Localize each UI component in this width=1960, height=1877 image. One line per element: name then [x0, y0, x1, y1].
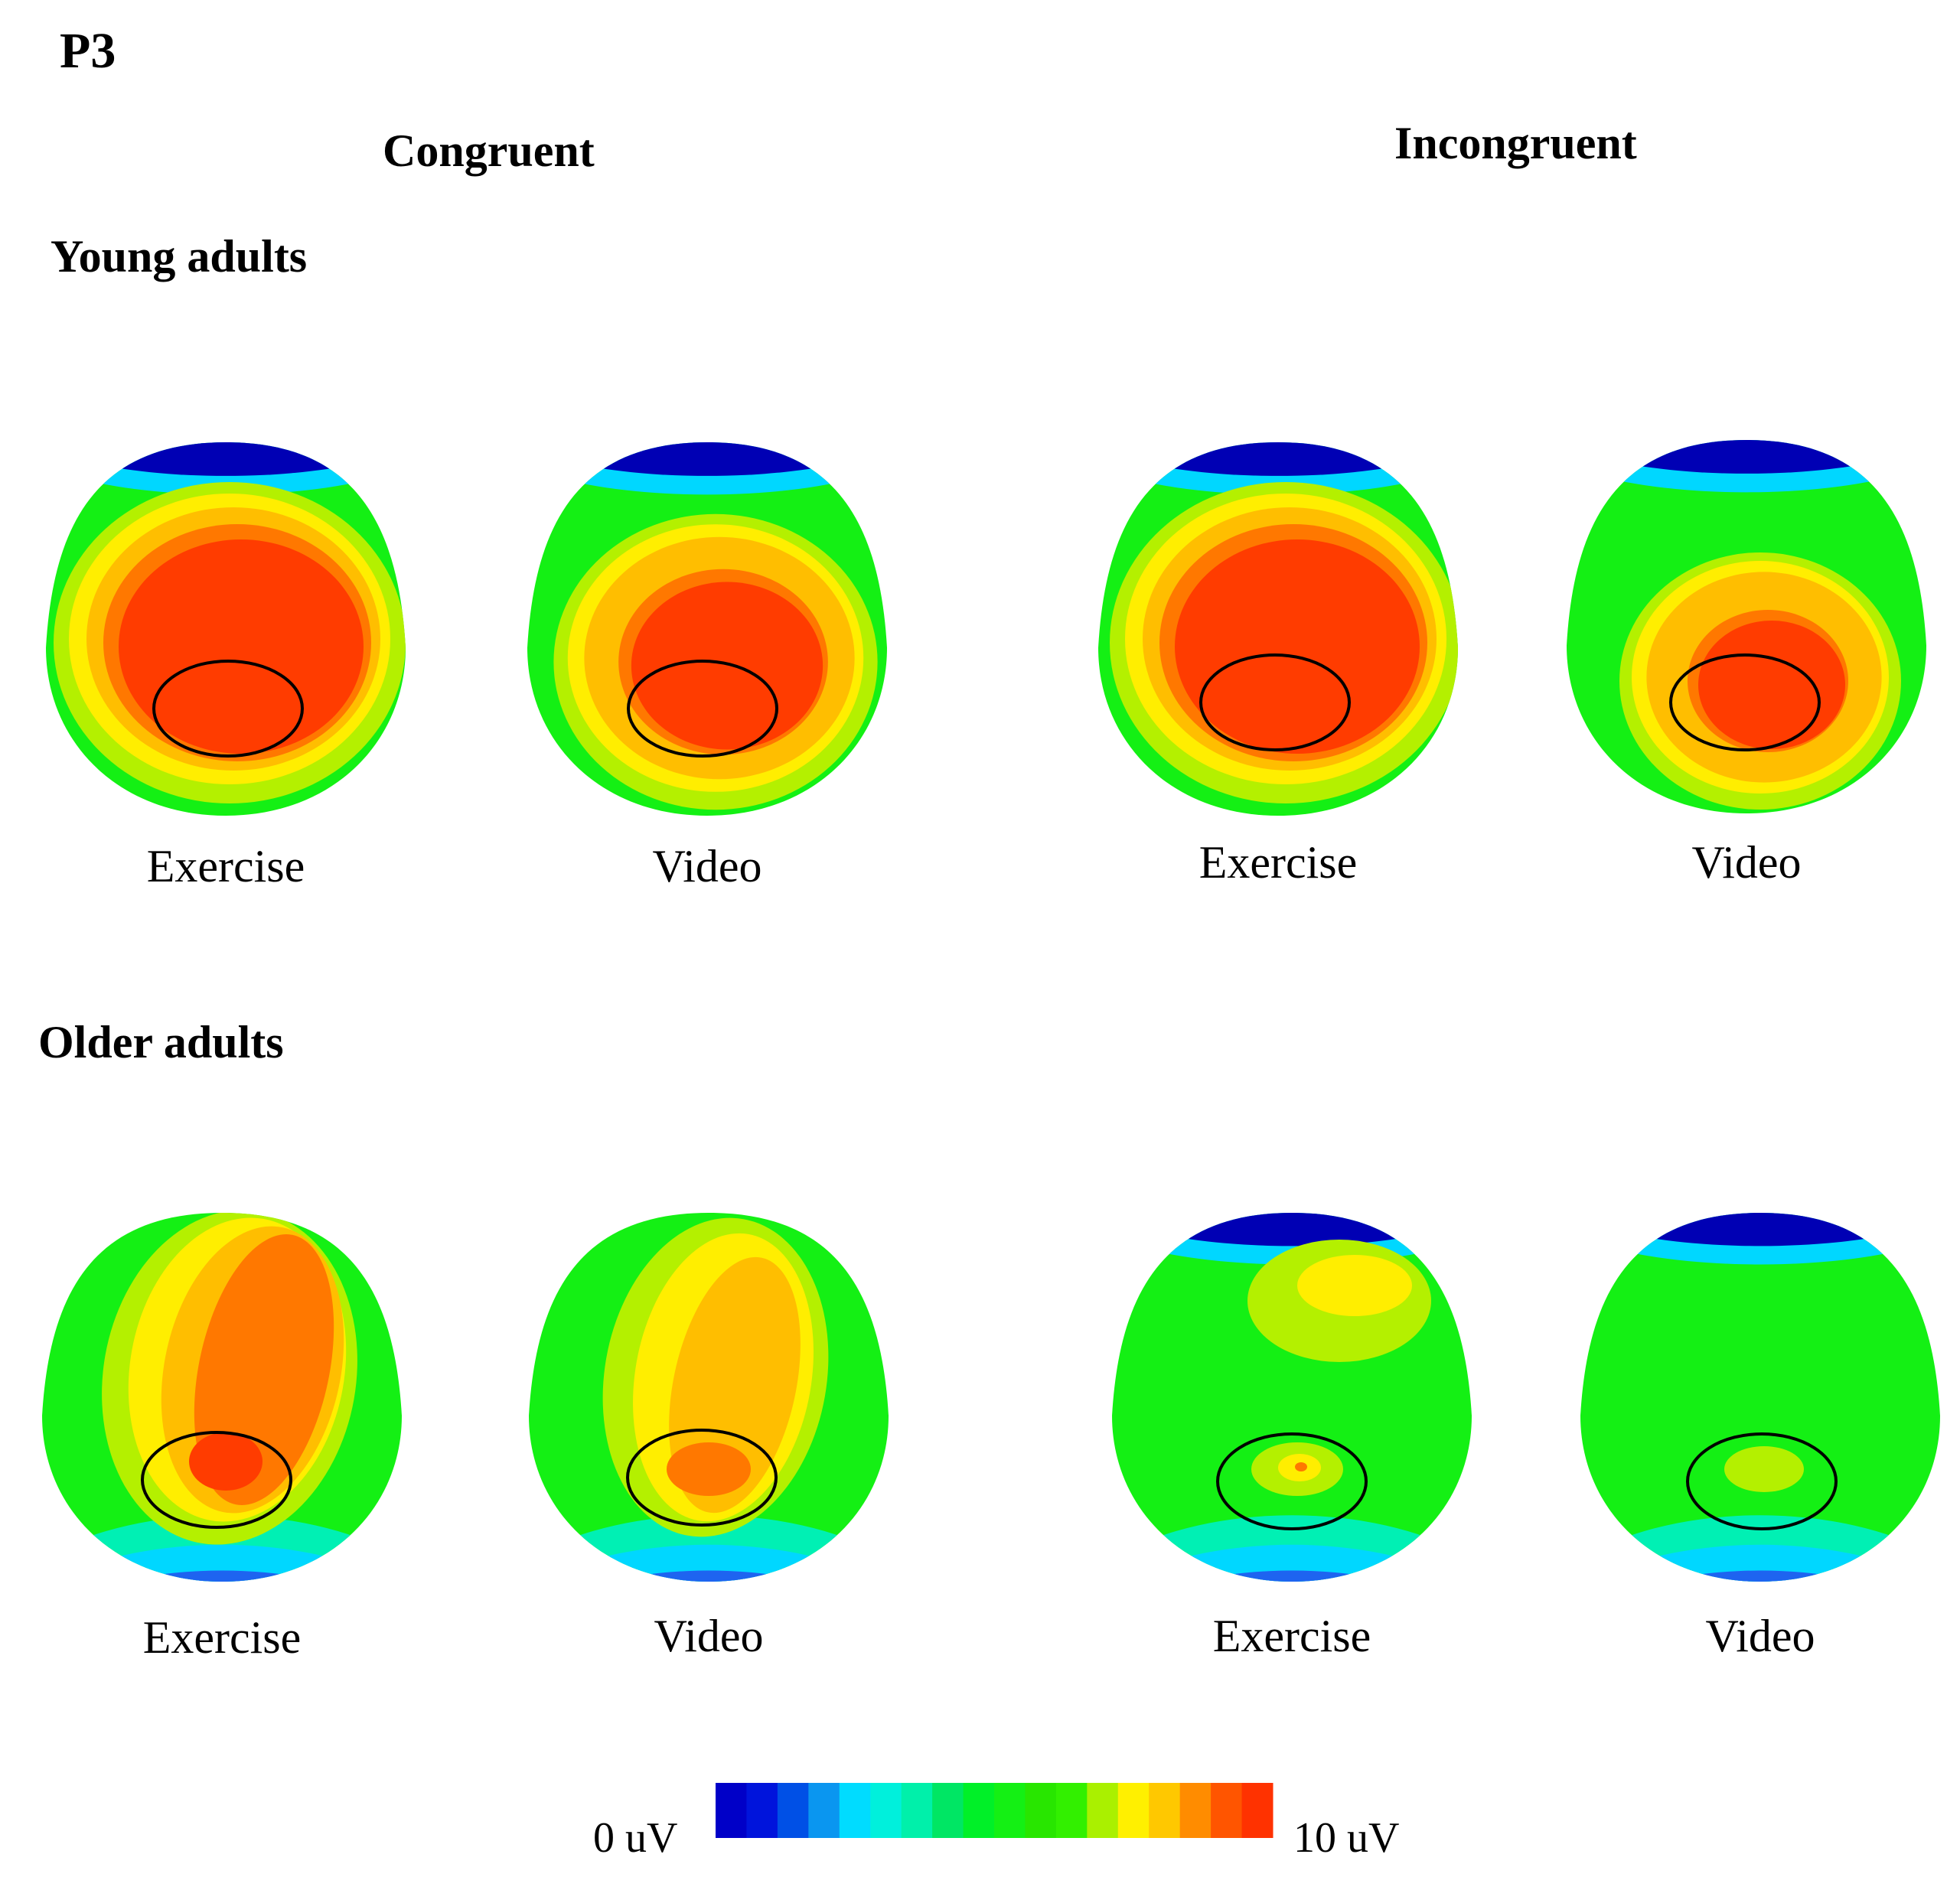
topomap-young-incongruent-video	[1567, 440, 1926, 813]
topomap-region-4	[1698, 621, 1845, 749]
panel-label-older-incongruent-exercise: Exercise	[1213, 1611, 1371, 1661]
topomap-region-4	[1175, 539, 1420, 754]
topomap-older-incongruent-video	[1580, 1213, 1940, 1582]
topomap-occipital-blue	[529, 1570, 889, 1582]
colorbar-swatch	[1087, 1783, 1119, 1838]
condition-label-incongruent: Incongruent	[1394, 118, 1637, 168]
colorbar-swatch	[1117, 1783, 1150, 1838]
topomap-region-1	[1747, 1460, 1781, 1478]
topomap-region-1	[1297, 1255, 1412, 1316]
topomap-young-incongruent-exercise	[1098, 442, 1458, 816]
colorbar-swatch	[1025, 1783, 1057, 1838]
topomap-frontal-cyan	[1112, 1213, 1472, 1265]
colorbar-swatch	[1149, 1783, 1181, 1838]
roi-ellipse	[152, 660, 304, 758]
topomap-frontal-cyan	[527, 442, 887, 495]
roi-ellipse	[1216, 1432, 1368, 1530]
panel-label-young-incongruent-exercise: Exercise	[1199, 837, 1358, 888]
colorbar-swatch	[716, 1783, 747, 1838]
topomap-frontal-cyan	[1580, 1213, 1940, 1265]
roi-ellipse	[1199, 653, 1351, 751]
colorbar-swatch	[746, 1783, 778, 1838]
group-label-older: Older adults	[38, 1017, 284, 1067]
colorbar-swatch	[994, 1783, 1026, 1838]
colorbar-swatch	[901, 1783, 933, 1838]
condition-label-congruent: Congruent	[383, 125, 595, 176]
topomap-occipital-blue	[42, 1570, 402, 1582]
topomap-region-4	[189, 1432, 263, 1491]
colorbar-swatch	[808, 1783, 840, 1838]
group-label-young: Young adults	[51, 231, 307, 282]
topomap-frontal-blue	[1112, 1213, 1472, 1246]
roi-ellipse	[1669, 653, 1821, 751]
colorbar-swatch	[839, 1783, 871, 1838]
colorbar-max-label: 10 uV	[1293, 1814, 1399, 1862]
topomap-frontal-blue	[1098, 442, 1458, 476]
topomap-frontal-blue	[1580, 1213, 1940, 1246]
topomap-frontal-blue	[1567, 440, 1926, 474]
colorbar-swatch	[870, 1783, 902, 1838]
colorbar-swatch	[777, 1783, 809, 1838]
panel-label-older-congruent-exercise: Exercise	[143, 1612, 302, 1663]
topomap-frontal-blue	[46, 442, 406, 476]
colorbar-swatch	[932, 1783, 964, 1838]
panel-label-older-incongruent-video: Video	[1705, 1611, 1815, 1661]
panel-label-older-congruent-video: Video	[654, 1611, 763, 1661]
panel-label-young-congruent-video: Video	[652, 841, 761, 891]
colorbar-swatch	[1179, 1783, 1212, 1838]
topomap-young-congruent-video	[527, 442, 887, 816]
colorbar-swatch	[1241, 1783, 1274, 1838]
topomap-frontal-blue	[527, 442, 887, 476]
component-label: P3	[60, 23, 116, 79]
panel-label-young-congruent-exercise: Exercise	[147, 841, 305, 891]
roi-ellipse	[1686, 1432, 1838, 1530]
topomap-older-incongruent-exercise	[1112, 1213, 1472, 1582]
topomap-region-3	[667, 1442, 751, 1496]
topomap-occipital-blue	[1580, 1570, 1940, 1582]
colorbar-min-label: 0 uV	[593, 1814, 677, 1862]
topomap-older-congruent-video	[529, 1213, 889, 1582]
roi-ellipse	[627, 660, 778, 758]
topomap-region-4	[1295, 1462, 1307, 1471]
colorbar-swatch	[1055, 1783, 1088, 1838]
colorbar-swatch	[963, 1783, 995, 1838]
topomap-frontal-cyan	[1098, 442, 1458, 495]
topomap-frontal-cyan	[1567, 440, 1926, 493]
topomap-older-congruent-exercise	[42, 1213, 402, 1582]
roi-ellipse	[141, 1431, 292, 1529]
topomap-young-congruent-exercise	[46, 442, 406, 816]
colorbar-swatch	[1211, 1783, 1243, 1838]
colorbar	[716, 1783, 1274, 1838]
topomap-occipital-blue	[1112, 1570, 1472, 1582]
topomap-region-4	[631, 582, 823, 750]
roi-ellipse	[626, 1429, 778, 1527]
panel-label-young-incongruent-video: Video	[1691, 837, 1801, 888]
topomap-frontal-cyan	[46, 442, 406, 495]
